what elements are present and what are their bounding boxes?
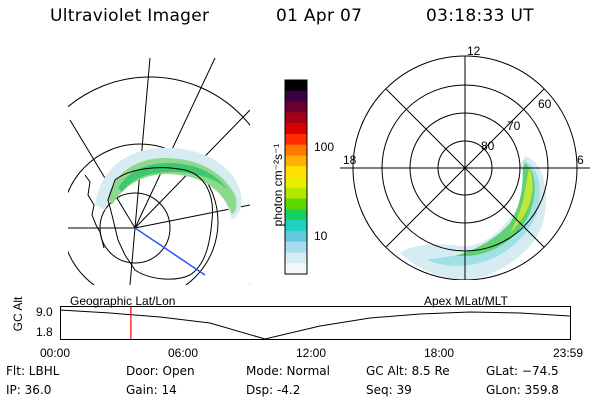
geographic-label: Geographic Lat/Lon bbox=[70, 294, 176, 308]
mlt-12-label: 12 bbox=[467, 44, 481, 58]
apex-label: Apex MLat/MLT bbox=[424, 294, 508, 308]
colorbar-swatch bbox=[285, 123, 307, 135]
door-info: Door: Open bbox=[126, 364, 195, 378]
altitude-curve bbox=[60, 309, 571, 340]
colorbar-swatch bbox=[285, 209, 307, 221]
colorbar-swatch bbox=[285, 90, 307, 103]
time-label: 03:18:33 UT bbox=[426, 6, 534, 26]
colorbar-swatch bbox=[285, 252, 307, 264]
colorbar-swatch bbox=[285, 80, 307, 92]
xtick-2359: 23:59 bbox=[553, 346, 584, 360]
seq-info: Seq: 39 bbox=[366, 383, 412, 397]
mlat-60-label: 60 bbox=[538, 97, 552, 111]
gain-info: Gain: 14 bbox=[126, 383, 177, 397]
glat-info: GLat: −74.5 bbox=[486, 364, 559, 378]
colorbar-swatch bbox=[285, 263, 307, 275]
mlt-18-label: 18 bbox=[343, 153, 357, 167]
colorbar-swatch bbox=[285, 155, 307, 167]
colorbar-swatch bbox=[285, 166, 307, 178]
colorbar-tick-100: 100 bbox=[314, 140, 335, 154]
xtick-1200: 12:00 bbox=[296, 346, 327, 360]
nadir-line bbox=[134, 227, 206, 276]
colorbar-swatch bbox=[285, 220, 307, 232]
colorbar bbox=[284, 79, 308, 275]
mlat-70-label: 70 bbox=[507, 119, 521, 133]
ip-info: IP: 36.0 bbox=[6, 383, 52, 397]
colorbar-swatch bbox=[285, 144, 307, 156]
dsp-info: Dsp: -4.2 bbox=[246, 383, 301, 397]
colorbar-swatch bbox=[285, 230, 307, 243]
colorbar-swatch bbox=[285, 112, 307, 124]
xtick-1800: 18:00 bbox=[424, 346, 455, 360]
colorbar-swatch bbox=[285, 241, 307, 253]
colorbar-swatch bbox=[285, 133, 307, 146]
gc-alt-info: GC Alt: 8.5 Re bbox=[366, 364, 450, 378]
altitude-plot bbox=[60, 306, 571, 340]
mode-info: Mode: Normal bbox=[246, 364, 330, 378]
colorbar-swatch bbox=[285, 177, 307, 189]
ytick-1-8: 1.8 bbox=[36, 325, 53, 339]
colorbar-unit-label: photon cm⁻²s⁻¹ bbox=[271, 143, 285, 227]
polar-plot: 12 6 0 18 60 70 80 bbox=[340, 44, 590, 280]
instrument-title: Ultraviolet Imager bbox=[50, 6, 210, 26]
colorbar-tick-10: 10 bbox=[314, 229, 328, 243]
glon-info: GLon: 359.8 bbox=[486, 383, 559, 397]
xtick-0600: 06:00 bbox=[168, 346, 199, 360]
colorbar-swatch bbox=[285, 101, 307, 113]
colorbar-swatch bbox=[285, 198, 307, 210]
date-label: 01 Apr 07 bbox=[276, 6, 363, 26]
mlt-6-label: 6 bbox=[577, 153, 584, 167]
colorbar-swatch bbox=[285, 187, 307, 200]
coastline bbox=[107, 167, 214, 280]
lat-circle bbox=[68, 143, 219, 285]
gc-alt-axis-label: GC Alt bbox=[11, 296, 25, 332]
lat-circle bbox=[68, 76, 250, 285]
filter-info: Flt: LBHL bbox=[6, 364, 60, 378]
xtick-0000: 00:00 bbox=[40, 346, 71, 360]
ytick-9: 9.0 bbox=[36, 305, 53, 319]
mlat-80-label: 80 bbox=[481, 139, 495, 153]
